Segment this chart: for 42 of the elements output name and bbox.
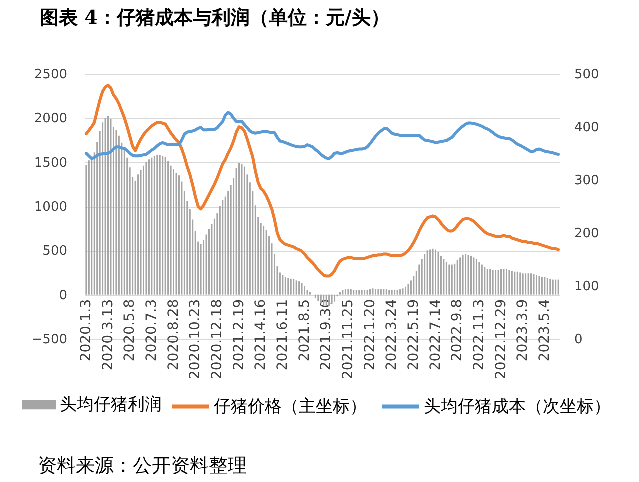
- y-tick-label: 0: [59, 288, 68, 304]
- y2-tick-label: 400: [574, 120, 600, 136]
- y-tick-label: −500: [32, 332, 68, 348]
- x-tick-label: 2020.7.3: [144, 299, 160, 362]
- x-tick-label: 2023.3.9: [515, 299, 532, 362]
- x-tick-label: 2021.6.11: [274, 299, 291, 371]
- x-tick-label: 2022.12.29: [493, 299, 510, 380]
- y-tick-label: 2500: [34, 68, 68, 82]
- y-tick-label: 1000: [34, 200, 68, 215]
- y-tick-label: 1500: [34, 156, 68, 171]
- x-tick-label: 2023.5.4: [536, 299, 553, 362]
- x-tick-label: 2021.8.5: [296, 299, 313, 362]
- x-tick-label: 2021.11.25: [340, 299, 356, 380]
- x-tick-label: 2022.1.20: [362, 299, 378, 371]
- y2-tick-label: 300: [574, 174, 600, 188]
- line-series: [84, 111, 560, 160]
- x-tick-label: 2022.9.8: [450, 299, 466, 362]
- chart-title: 图表 4：仔猪成本与利润（单位：元/头）: [40, 7, 390, 29]
- y-tick-label: 500: [42, 244, 68, 260]
- x-tick-label: 2022.11.3: [471, 299, 488, 371]
- y2-tick-label: 200: [574, 226, 600, 242]
- x-tick-label: 2020.10.23: [188, 299, 204, 380]
- x-tick-label: 2022.7.14: [428, 299, 444, 371]
- x-tick-label: 2021.4.16: [253, 299, 270, 371]
- x-tick-label: 2020.3.13: [100, 299, 116, 371]
- y2-tick-label: 0: [574, 332, 583, 348]
- x-tick-label: 2021.2.19: [231, 299, 248, 371]
- y2-tick-label: 100: [574, 280, 600, 294]
- line-series: [84, 84, 560, 278]
- legend-label: 头均仔猪利润: [60, 395, 162, 415]
- x-tick-label: 2020.8.28: [166, 299, 182, 371]
- legend-label: 仔猪价格（主坐标）: [214, 396, 367, 417]
- x-tick-label: 2021.9.30: [318, 299, 335, 371]
- x-tick-label: 2022.3.24: [384, 299, 400, 371]
- text: 资料来源：公开资料整理: [38, 455, 247, 477]
- x-tick-label: 2022.5.19: [406, 299, 422, 371]
- x-tick-label: 2020.12.18: [209, 299, 226, 380]
- y-tick-label: 2000: [34, 112, 68, 127]
- legend-label: 头均仔猪成本（次坐标）: [424, 396, 611, 417]
- y2-tick-label: 500: [574, 68, 600, 82]
- x-tick-label: 2020.1.3: [78, 299, 94, 362]
- x-tick-label: 2020.5.8: [122, 299, 138, 362]
